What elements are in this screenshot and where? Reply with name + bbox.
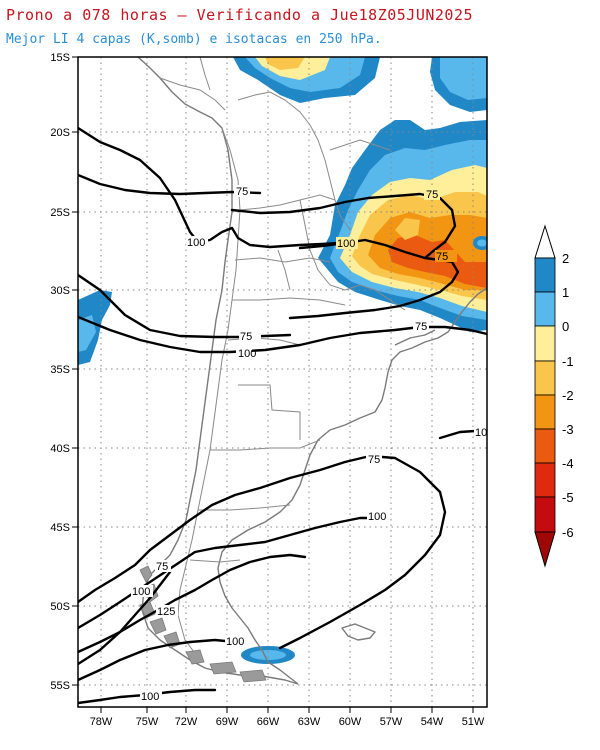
isotach-100-south2 [78, 638, 227, 682]
li-ring-east-inner [477, 239, 487, 247]
borders [159, 57, 406, 661]
lon-label: 63W [298, 716, 321, 728]
lon-label: 66W [257, 716, 280, 728]
lat-labels: 15S 20S 25S 30S 35S 40S 45S 50S 55S [50, 52, 70, 692]
isotach-label: 75 [415, 321, 427, 333]
isotach-label: 75 [426, 189, 438, 201]
lon-label: 72W [175, 716, 198, 728]
colorbar-label: 1 [562, 285, 569, 300]
lon-label: 60W [339, 716, 362, 728]
isotach-label-group: 75 100 75 100 75 100 75 75 100 75 100 75… [131, 185, 493, 703]
isotach-label: 75 [156, 561, 168, 573]
colorbar-swatch [534, 496, 556, 533]
colorbar-swatch [534, 257, 556, 293]
lat-label: 55S [50, 680, 70, 692]
lat-label: 15S [50, 52, 70, 64]
lon-label: 57W [380, 716, 403, 728]
lat-label: 45S [50, 522, 70, 534]
lat-label: 30S [50, 285, 70, 297]
li-blob-south-inner [250, 650, 286, 660]
isotach-75-sw [78, 570, 172, 666]
colorbar-swatch [534, 394, 556, 430]
colorbar-label: -6 [562, 525, 574, 540]
isotach-100-north [78, 126, 342, 249]
isotach-label: 125 [157, 606, 175, 618]
colorbar-swatch [534, 428, 556, 464]
colorbar-label: 2 [562, 251, 569, 266]
map-title: Prono a 078 horas – Verificando a Jue18Z… [6, 6, 474, 24]
colorbar-label: -5 [562, 490, 574, 505]
colorbar-bottom-arrow [534, 531, 556, 568]
isotach-label: 100 [187, 237, 205, 249]
colorbar-swatch [534, 325, 556, 362]
lon-label: 75W [136, 716, 159, 728]
isotach-75-upper [230, 192, 457, 260]
colorbar-label: -4 [562, 456, 574, 471]
colorbar-label: -1 [562, 354, 574, 369]
isotach-label: 100 [475, 427, 493, 439]
lon-label: 54W [421, 716, 444, 728]
lon-label: 51W [462, 716, 485, 728]
colorbar: 2 1 0 -1 -2 -3 -4 -5 -6 [534, 224, 574, 568]
isotach-label: 100 [132, 586, 150, 598]
isotach-100-upper [288, 238, 460, 320]
isotach-label: 75 [240, 331, 252, 343]
lat-label: 20S [50, 127, 70, 139]
colorbar-label: -3 [562, 422, 574, 437]
lon-labels: 78W 75W 72W 69W 66W 63W 60W 57W 54W 51W [90, 716, 485, 728]
isotach-75-mid [78, 315, 487, 354]
lat-label: 50S [50, 601, 70, 613]
lon-label: 78W [90, 716, 113, 728]
tick-marks [72, 56, 474, 713]
isotach-label: 100 [141, 691, 159, 703]
isotach-label: 100 [226, 636, 244, 648]
colorbar-top-arrow [534, 224, 556, 259]
li-blob-north-orange [265, 57, 305, 70]
li-pocket-yellow [395, 218, 420, 240]
chile-islands [139, 565, 267, 683]
isotachs [78, 126, 487, 705]
colorbar-swatch [534, 462, 556, 498]
lon-label: 69W [216, 716, 239, 728]
colorbar-label: -2 [562, 388, 574, 403]
map-border [77, 56, 488, 708]
li-shading [78, 57, 487, 664]
colorbar-swatch [534, 291, 556, 327]
colorbar-label: 0 [562, 319, 569, 334]
lat-label: 40S [50, 443, 70, 455]
lat-label: 25S [50, 207, 70, 219]
colorbar-swatch [534, 360, 556, 396]
map-subtitle: Mejor LI 4 capas (K,somb) e isotacas en … [6, 32, 382, 47]
isotach-label: 100 [238, 348, 256, 360]
li-blob-ne-top-light [440, 57, 487, 100]
isotach-label: 75 [236, 186, 248, 198]
isotach-label: 100 [368, 511, 386, 523]
isotach-100-south1 [78, 516, 377, 630]
coastlines [137, 57, 487, 685]
isotach-75-north [78, 173, 262, 196]
lat-label: 35S [50, 364, 70, 376]
isotach-label: 100 [337, 238, 355, 250]
li-blob-west-light [78, 315, 96, 352]
isotach-label: 75 [368, 454, 380, 466]
isotach-75-south1 [78, 454, 447, 650]
isotach-label: 75 [436, 251, 448, 263]
